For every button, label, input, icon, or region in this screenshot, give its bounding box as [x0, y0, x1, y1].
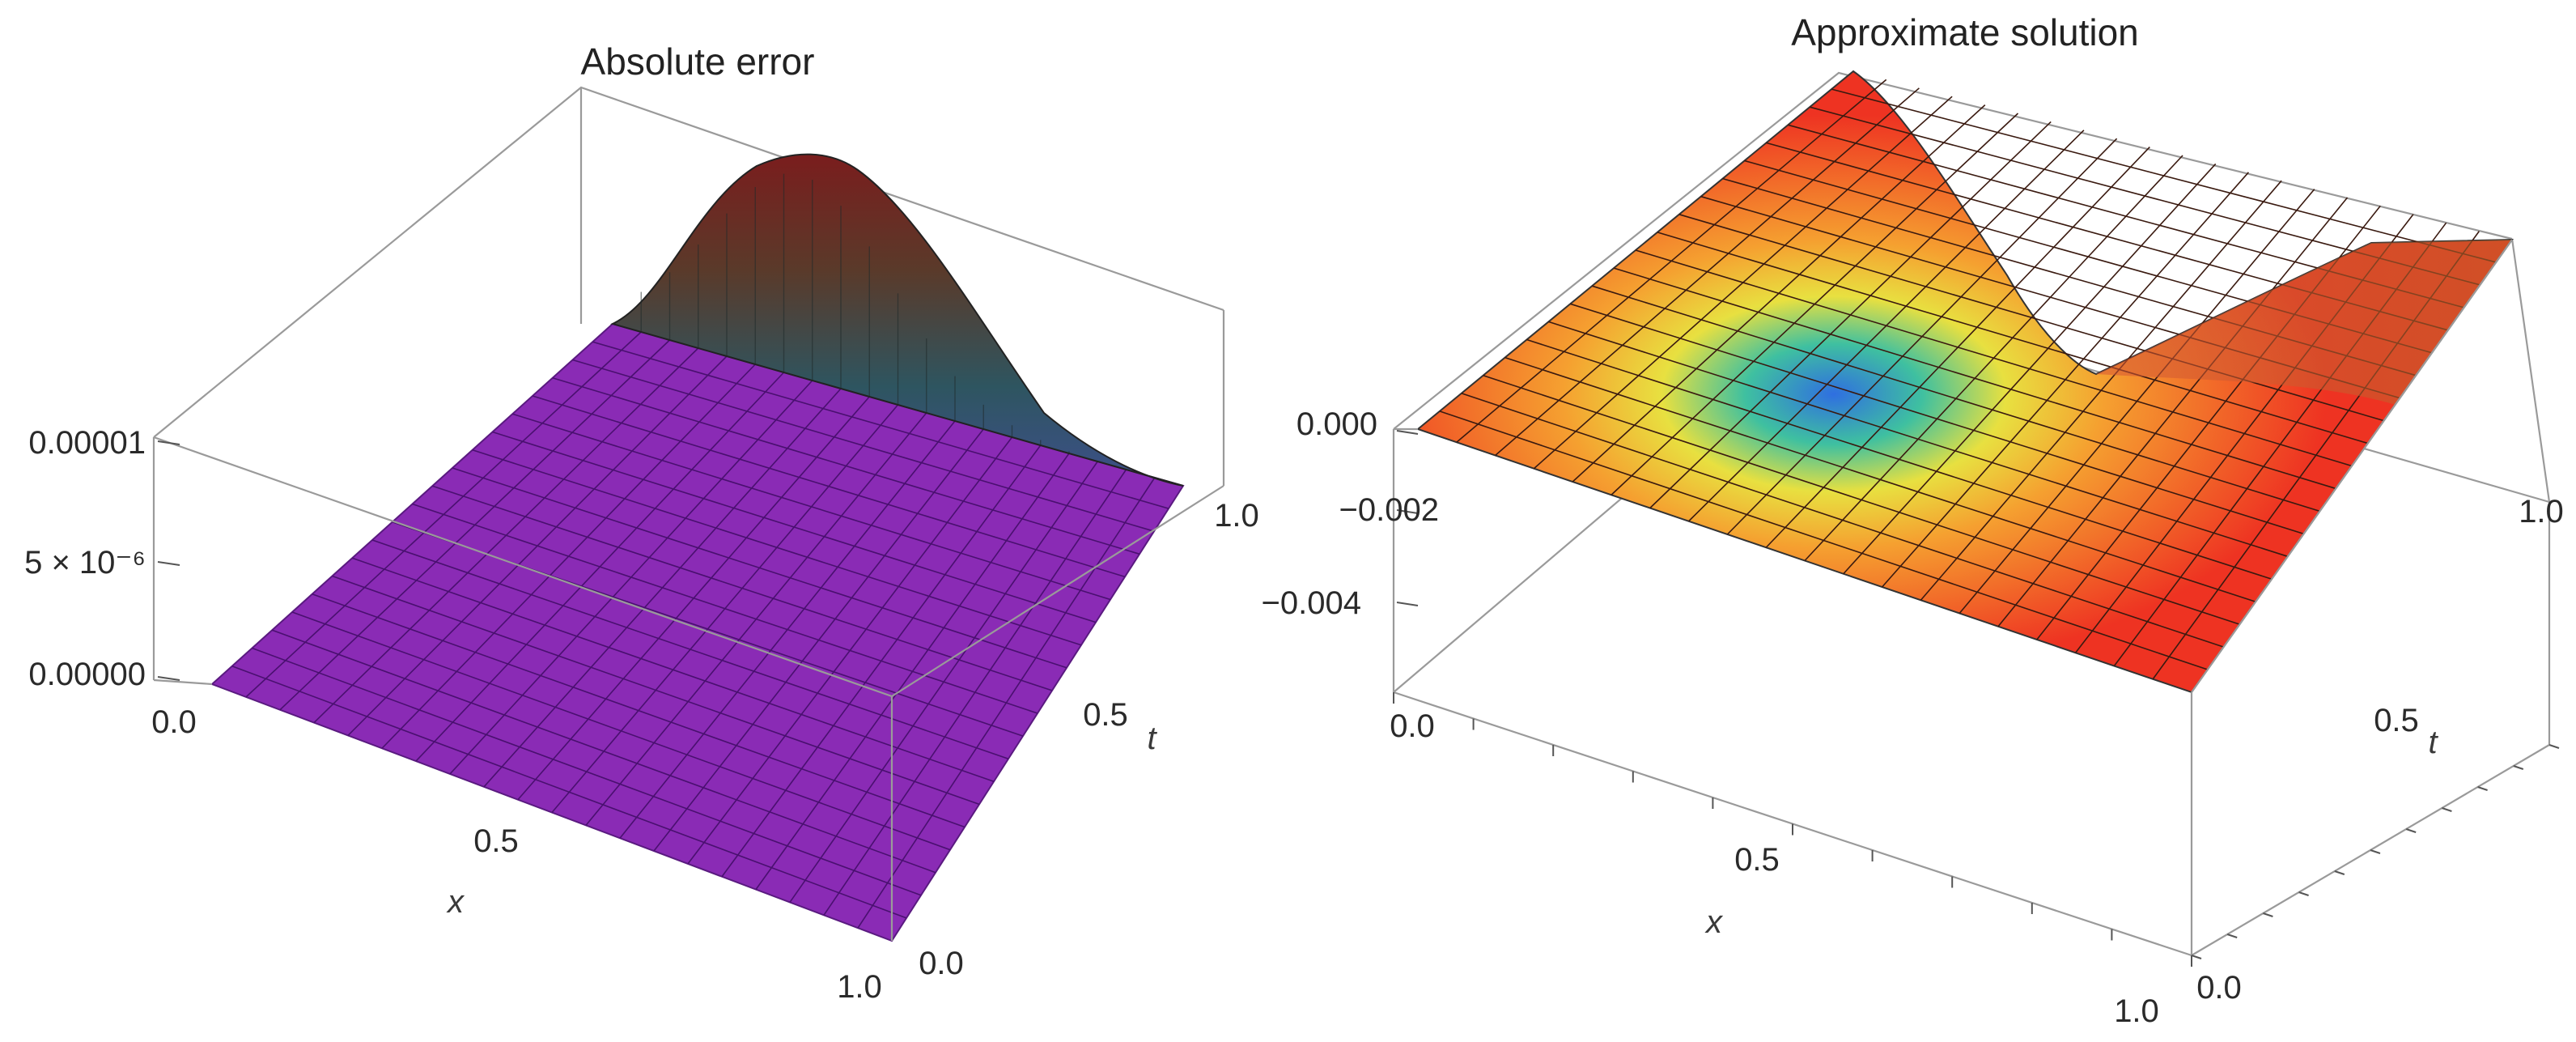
t-tick-mark [2442, 807, 2452, 812]
solution-grid-line [1678, 214, 2384, 422]
error-grid-line [789, 461, 1098, 903]
z-tick-label: 0.00001 [28, 425, 146, 461]
error-grid-line [755, 453, 1070, 891]
x-tick-label: 0.0 [1390, 708, 1435, 744]
solution-grid-line [1997, 197, 2349, 627]
x-axis-label: x [446, 884, 465, 920]
z-axis: 0.000 −0.002 −0.004 [1262, 406, 1439, 621]
chart-title: Approximate solution [1791, 11, 2139, 53]
t-tick-mark [2370, 849, 2381, 854]
solution-grid-line [1920, 180, 2282, 601]
absolute-error-chart: Absolute error 0.00001 5 × 10⁻⁶ [24, 40, 1259, 1005]
t-tick-mark [2405, 828, 2417, 833]
z-tick-label: −0.002 [1339, 492, 1439, 528]
error-grid-line [452, 467, 1067, 669]
t-tick-label: 0.0 [919, 946, 964, 981]
error-grid-line [431, 485, 1053, 691]
error-grid-line [653, 428, 984, 852]
error-grid-line [687, 436, 1013, 865]
t-tick-marks [2191, 744, 2560, 959]
t-tick-mark [2226, 934, 2238, 938]
error-grid-line [412, 503, 1038, 714]
error-grid-line [532, 395, 1126, 578]
z-tick-label: 0.00000 [28, 657, 146, 692]
t-tick-label: 1.0 [2519, 494, 2564, 530]
solution-grid-line [1843, 163, 2217, 575]
error-grid-line [572, 359, 1155, 532]
error-grid-line [592, 341, 1169, 509]
x-tick-marks [1393, 692, 2192, 967]
error-grid-line [585, 412, 927, 826]
t-axis-label: t [2428, 725, 2438, 760]
error-surface-grid [231, 331, 1169, 929]
z-tick-label: 0.000 [1296, 406, 1377, 442]
error-grid-line [552, 376, 1140, 555]
t-tick-mark [2513, 765, 2524, 770]
solution-grid-line [1959, 189, 2315, 615]
t-tick-mark [2298, 891, 2309, 896]
t-tick-mark [2334, 870, 2345, 875]
x-axis: 0.0 0.5 1.0 x [1390, 692, 2192, 1029]
t-axis: 0.0 0.5 1.0 t [2191, 494, 2564, 1006]
t-tick-mark [2263, 912, 2273, 917]
error-grid-line [857, 477, 1156, 929]
t-tick-label: 0.5 [1083, 697, 1128, 733]
error-grid-line [619, 420, 956, 839]
z-tick-label: −0.004 [1262, 585, 1361, 621]
t-tick-label: 0.5 [2374, 703, 2419, 738]
chart-title: Absolute error [581, 40, 815, 83]
t-tick-mark [2548, 744, 2560, 749]
x-axis: 0.0 0.5 1.0 x [151, 704, 882, 1005]
bounding-box-back [152, 86, 1225, 680]
t-tick-mark [2191, 955, 2202, 959]
error-grid-line [512, 413, 1111, 601]
x-tick-label: 1.0 [2114, 993, 2159, 1029]
error-grid-line [472, 449, 1082, 646]
t-axis: 0.0 0.5 1.0 t [919, 498, 1259, 981]
z-tick-label: 5 × 10⁻⁶ [24, 545, 146, 581]
error-grid-line [823, 469, 1127, 916]
solution-grid-line [1657, 232, 2369, 444]
x-tick-label: 0.5 [473, 823, 519, 859]
t-tick-label: 1.0 [1214, 498, 1259, 534]
t-tick-label: 0.0 [2196, 970, 2242, 1006]
x-tick-label: 0.5 [1734, 842, 1780, 878]
solution-grid-line [1635, 249, 2353, 467]
x-axis-label: x [1704, 904, 1724, 940]
error-grid-line [492, 431, 1097, 623]
x-tick-label: 1.0 [837, 969, 882, 1005]
t-axis-label: t [1147, 721, 1157, 756]
solution-grid-line [1831, 88, 2497, 263]
approximate-solution-chart: Approximate solution 0.000 [1262, 11, 2564, 1029]
solution-surface-lobe [2096, 240, 2512, 405]
x-tick-label: 0.0 [151, 704, 197, 740]
error-grid-line [721, 444, 1042, 878]
solution-grid-line [1882, 172, 2249, 588]
error-peak-gridlines [640, 173, 1156, 478]
z-axis: 0.00001 5 × 10⁻⁶ 0.00000 [24, 425, 180, 692]
bounding-box-front [153, 436, 1224, 941]
t-tick-mark [2477, 786, 2488, 791]
